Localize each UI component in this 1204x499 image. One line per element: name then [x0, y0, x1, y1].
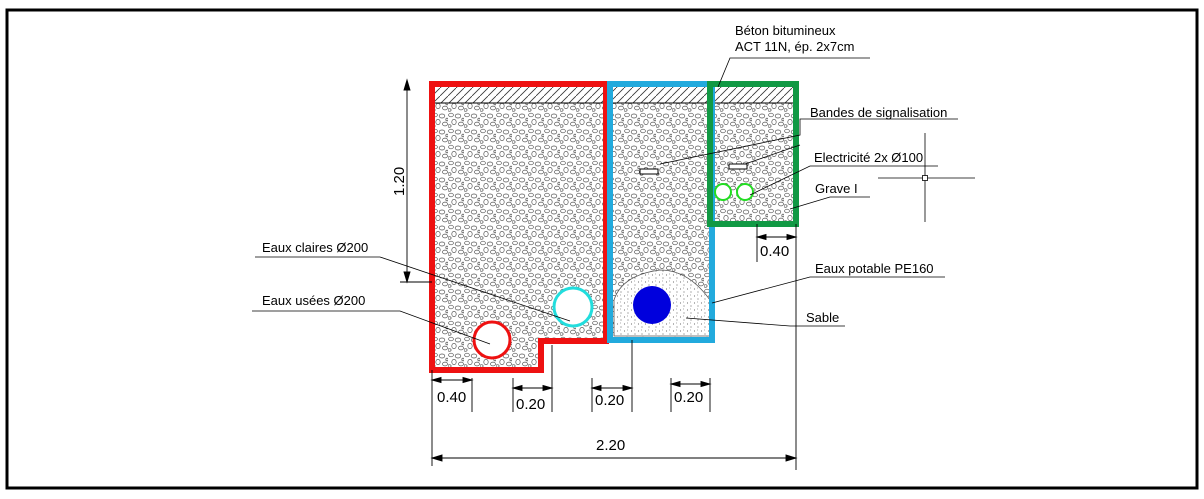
warning-band-elec — [728, 163, 748, 170]
dim-left-width: 0.40 — [437, 389, 466, 406]
leader-lines — [252, 57, 958, 345]
elec-trench-fill — [710, 84, 796, 224]
label-gravel: Grave I — [815, 181, 858, 196]
electricity-pipe-1 — [714, 183, 732, 201]
warning-band-potable — [639, 168, 659, 175]
clear-water-pipe — [552, 286, 594, 328]
potable-water-pipe — [633, 286, 671, 324]
label-asphalt-line2: ACT 11N, ép. 2x7cm — [735, 39, 854, 54]
asphalt-layer — [432, 86, 796, 103]
label-waste-water: Eaux usées Ø200 — [262, 293, 365, 308]
label-electricity: Electricité 2x Ø100 — [814, 150, 923, 165]
dim-gap-width: 0.20 — [595, 392, 624, 409]
label-potable-water: Eaux potable PE160 — [815, 261, 934, 276]
label-clear-water: Eaux claires Ø200 — [262, 240, 368, 255]
label-asphalt-line1: Béton bitumineux — [735, 23, 836, 38]
waste-trench-fill — [432, 84, 606, 370]
dim-elec-width: 0.40 — [760, 243, 789, 260]
electricity-pipe-2 — [736, 183, 754, 201]
waste-water-pipe — [472, 320, 512, 360]
drawing-frame — [5, 8, 1199, 490]
dim-total-width: 2.20 — [596, 437, 625, 454]
dimension-lines — [400, 78, 798, 470]
label-warning-bands: Bandes de signalisation — [810, 105, 947, 120]
dim-pipe-offset: 0.20 — [674, 389, 703, 406]
label-sand: Sable — [806, 310, 839, 325]
dim-step-width: 0.20 — [516, 396, 545, 413]
dim-depth: 1.20 — [391, 167, 408, 196]
crosshair-marker — [878, 133, 975, 222]
